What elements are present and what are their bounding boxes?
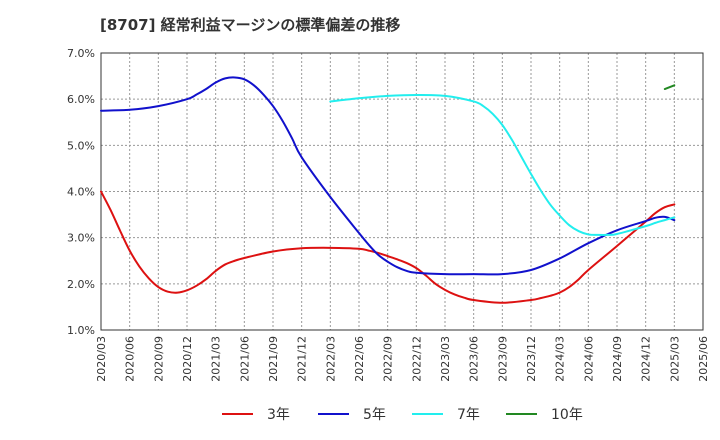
x-tick-label: 2022/12 xyxy=(410,336,423,382)
legend: 3年 5年 7年 10年 xyxy=(222,407,583,423)
x-tick-label: 2021/09 xyxy=(267,336,280,382)
y-tick-label: 7.0% xyxy=(67,47,95,60)
x-tick-label: 2024/12 xyxy=(640,336,653,382)
x-tick-label: 2020/03 xyxy=(95,336,108,382)
x-tick-label: 2022/09 xyxy=(382,336,395,382)
x-tick-label: 2024/09 xyxy=(611,336,624,382)
y-tick-label: 4.0% xyxy=(67,186,95,199)
x-tick-label: 2021/12 xyxy=(296,336,309,382)
x-tick-label: 2023/03 xyxy=(439,336,452,382)
y-tick-label: 6.0% xyxy=(67,93,95,106)
series-line-3年 xyxy=(100,190,676,304)
x-tick-label: 2023/09 xyxy=(496,336,509,382)
x-tick-label: 2022/06 xyxy=(353,336,366,382)
y-tick-label: 2.0% xyxy=(67,278,95,291)
y-tick-label: 1.0% xyxy=(67,324,95,337)
x-axis-ticks: 2020/03 2020/06 2020/09 2020/12 2021/03 2021/… xyxy=(95,336,710,382)
x-tick-label: 2025/03 xyxy=(668,336,681,382)
x-tick-label: 2024/06 xyxy=(582,336,595,382)
y-tick-label: 5.0% xyxy=(67,139,95,152)
x-tick-label: 2020/12 xyxy=(181,336,194,382)
x-tick-label: 2024/03 xyxy=(554,336,567,382)
x-tick-label: 2025/06 xyxy=(697,336,710,382)
x-tick-label: 2021/06 xyxy=(238,336,251,382)
y-tick-label: 3.0% xyxy=(67,232,95,245)
legend-label: 3年 xyxy=(267,407,290,423)
legend-label: 5年 xyxy=(363,407,386,423)
x-tick-label: 2023/06 xyxy=(468,336,481,382)
series-line-7年 xyxy=(329,94,676,236)
series-line-5年 xyxy=(100,76,676,276)
series-line-10年 xyxy=(663,84,676,91)
legend-label: 7年 xyxy=(457,407,480,423)
x-tick-label: 2020/06 xyxy=(124,336,137,382)
chart-title: [8707] 経常利益マージンの標準偏差の推移 xyxy=(100,16,401,34)
x-tick-label: 2020/09 xyxy=(152,336,165,382)
legend-label: 10年 xyxy=(551,407,583,423)
y-axis-ticks: 1.0% 2.0% 3.0% 4.0% 5.0% 6.0% 7.0% xyxy=(67,47,95,337)
x-tick-label: 2023/12 xyxy=(525,336,538,382)
x-tick-label: 2021/03 xyxy=(210,336,223,382)
grid xyxy=(101,53,703,330)
x-tick-label: 2022/03 xyxy=(324,336,337,382)
series-lines xyxy=(100,76,676,304)
